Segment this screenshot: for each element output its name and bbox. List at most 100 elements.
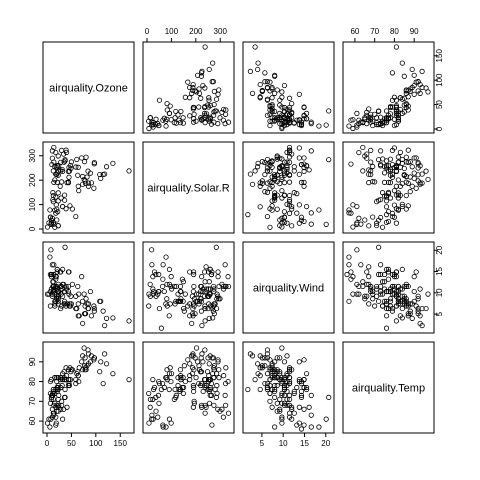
point-wind-vs-solar-r-123 <box>185 303 191 309</box>
point-wind-vs-temp-57 <box>377 288 384 295</box>
point-solar-r-vs-temp-67 <box>407 159 413 165</box>
point-ozone-vs-solar-r-148 <box>191 111 197 117</box>
point-temp-vs-ozone-7 <box>53 420 59 426</box>
x-tick-label-wind-3: 20 <box>321 439 330 448</box>
panel-frame-solar-r-vs-solar-r <box>142 141 235 234</box>
point-solar-r-vs-temp-133 <box>393 168 399 174</box>
point-ozone-vs-temp-148 <box>372 111 378 117</box>
point-temp-vs-wind-146 <box>281 400 288 406</box>
point-wind-vs-solar-r-87 <box>164 281 170 287</box>
point-ozone-vs-solar-r-150 <box>191 119 197 125</box>
point-temp-vs-wind-133 <box>301 376 307 383</box>
point-temp-vs-wind-48 <box>277 408 283 414</box>
point-ozone-vs-wind-20 <box>279 125 285 132</box>
point-solar-r-vs-wind-33 <box>306 167 312 173</box>
point-ozone-vs-temp-121 <box>423 85 429 91</box>
point-temp-vs-wind-89 <box>269 367 275 373</box>
point-ozone-vs-solar-r-137 <box>171 120 177 126</box>
point-solar-r-vs-ozone-107 <box>55 209 61 215</box>
x-tick-label-solar-r-3: 300 <box>214 27 228 36</box>
point-temp-vs-wind-41 <box>284 353 290 359</box>
point-temp-vs-wind-137 <box>286 396 293 402</box>
point-wind-vs-solar-r-46 <box>191 269 197 275</box>
point-wind-vs-solar-r-99 <box>200 288 206 295</box>
point-temp-vs-solar-r-100 <box>194 359 201 365</box>
point-wind-vs-solar-r-102 <box>177 283 184 290</box>
point-wind-vs-solar-r-75 <box>156 271 162 278</box>
point-ozone-vs-solar-r-84 <box>216 87 222 93</box>
point-temp-vs-solar-r-152 <box>198 402 205 408</box>
point-solar-r-vs-wind-105 <box>279 188 285 194</box>
point-wind-vs-solar-r-41 <box>207 286 213 292</box>
point-temp-vs-solar-r-135 <box>202 384 208 391</box>
point-ozone-vs-solar-r-69 <box>210 79 216 85</box>
point-temp-vs-wind-97 <box>257 365 263 371</box>
point-solar-r-vs-ozone-17 <box>47 207 53 213</box>
point-solar-r-vs-temp-98 <box>409 164 415 170</box>
point-wind-vs-ozone-43 <box>55 298 61 304</box>
point-solar-r-vs-wind-88 <box>269 174 275 180</box>
point-temp-vs-wind-20 <box>279 420 285 426</box>
point-temp-vs-solar-r-78 <box>213 371 220 377</box>
point-wind-vs-ozone-8 <box>48 247 54 253</box>
point-wind-vs-solar-r-119 <box>193 291 200 297</box>
point-wind-vs-solar-r-152 <box>198 283 205 290</box>
point-wind-vs-temp-16 <box>364 281 370 287</box>
point-temp-vs-solar-r-31 <box>214 382 220 389</box>
point-solar-r-vs-ozone-105 <box>76 188 82 194</box>
point-solar-r-vs-wind-7 <box>296 202 302 208</box>
point-ozone-vs-wind-80 <box>286 95 293 101</box>
point-wind-vs-solar-r-37 <box>175 291 181 297</box>
point-wind-vs-solar-r-64 <box>169 286 175 292</box>
point-solar-r-vs-ozone-69 <box>91 160 97 166</box>
point-wind-vs-temp-121 <box>423 305 429 312</box>
point-wind-vs-temp-122 <box>419 305 425 312</box>
point-temp-vs-solar-r-64 <box>169 371 175 377</box>
panel-points-solar-r-vs-temp <box>346 144 431 230</box>
point-ozone-vs-solar-r-48 <box>153 116 159 122</box>
point-wind-vs-temp-48 <box>362 293 368 299</box>
point-solar-r-vs-wind-150 <box>298 179 305 185</box>
point-wind-vs-solar-r-143 <box>202 279 208 285</box>
point-wind-vs-solar-r-21 <box>222 262 228 268</box>
point-solar-r-vs-wind-72 <box>298 161 305 168</box>
point-wind-vs-ozone-105 <box>76 291 82 297</box>
point-ozone-vs-solar-r-89 <box>211 101 217 108</box>
point-solar-r-vs-wind-37 <box>279 195 285 201</box>
point-temp-vs-ozone-146 <box>47 400 54 406</box>
point-temp-vs-ozone-126 <box>88 353 95 359</box>
point-solar-r-vs-wind-59 <box>301 218 307 225</box>
point-temp-vs-wind-21 <box>308 392 314 398</box>
point-temp-vs-wind-148 <box>267 398 273 404</box>
point-temp-vs-wind-82 <box>279 376 285 383</box>
point-solar-r-vs-ozone-78 <box>74 156 80 163</box>
point-temp-vs-wind-110 <box>284 382 290 389</box>
point-wind-vs-solar-r-58 <box>168 283 174 290</box>
point-solar-r-vs-temp-142 <box>395 177 401 183</box>
panel-frame-wind-vs-wind <box>242 241 335 334</box>
point-wind-vs-solar-r-137 <box>171 283 177 290</box>
point-temp-vs-solar-r-126 <box>190 353 196 359</box>
point-temp-vs-ozone-22 <box>46 416 52 422</box>
point-ozone-vs-temp-115 <box>389 104 396 110</box>
point-ozone-vs-temp-23 <box>354 110 360 116</box>
point-wind-vs-ozone-108 <box>73 305 79 312</box>
point-solar-r-vs-temp-111 <box>387 180 394 186</box>
point-wind-vs-temp-143 <box>360 279 366 285</box>
point-solar-r-vs-wind-126 <box>257 180 263 186</box>
point-temp-vs-solar-r-136 <box>150 396 156 402</box>
point-solar-r-vs-ozone-115 <box>66 174 72 180</box>
point-wind-vs-temp-19 <box>356 291 362 297</box>
point-wind-vs-temp-20 <box>350 291 356 297</box>
point-solar-r-vs-ozone-67 <box>81 159 88 165</box>
panel-points-wind-vs-temp <box>344 244 431 331</box>
point-ozone-vs-temp-88 <box>407 86 413 92</box>
point-temp-vs-solar-r-131 <box>200 388 206 395</box>
point-wind-vs-ozone-151 <box>53 298 59 304</box>
point-solar-r-vs-temp-49 <box>377 197 384 203</box>
point-solar-r-vs-temp-123 <box>413 185 419 191</box>
point-ozone-vs-solar-r-142 <box>193 118 199 124</box>
point-solar-r-vs-temp-9 <box>370 179 376 185</box>
panel-frame-ozone-vs-wind <box>242 41 335 134</box>
variable-label-ozone: airquality.Ozone <box>49 83 128 95</box>
